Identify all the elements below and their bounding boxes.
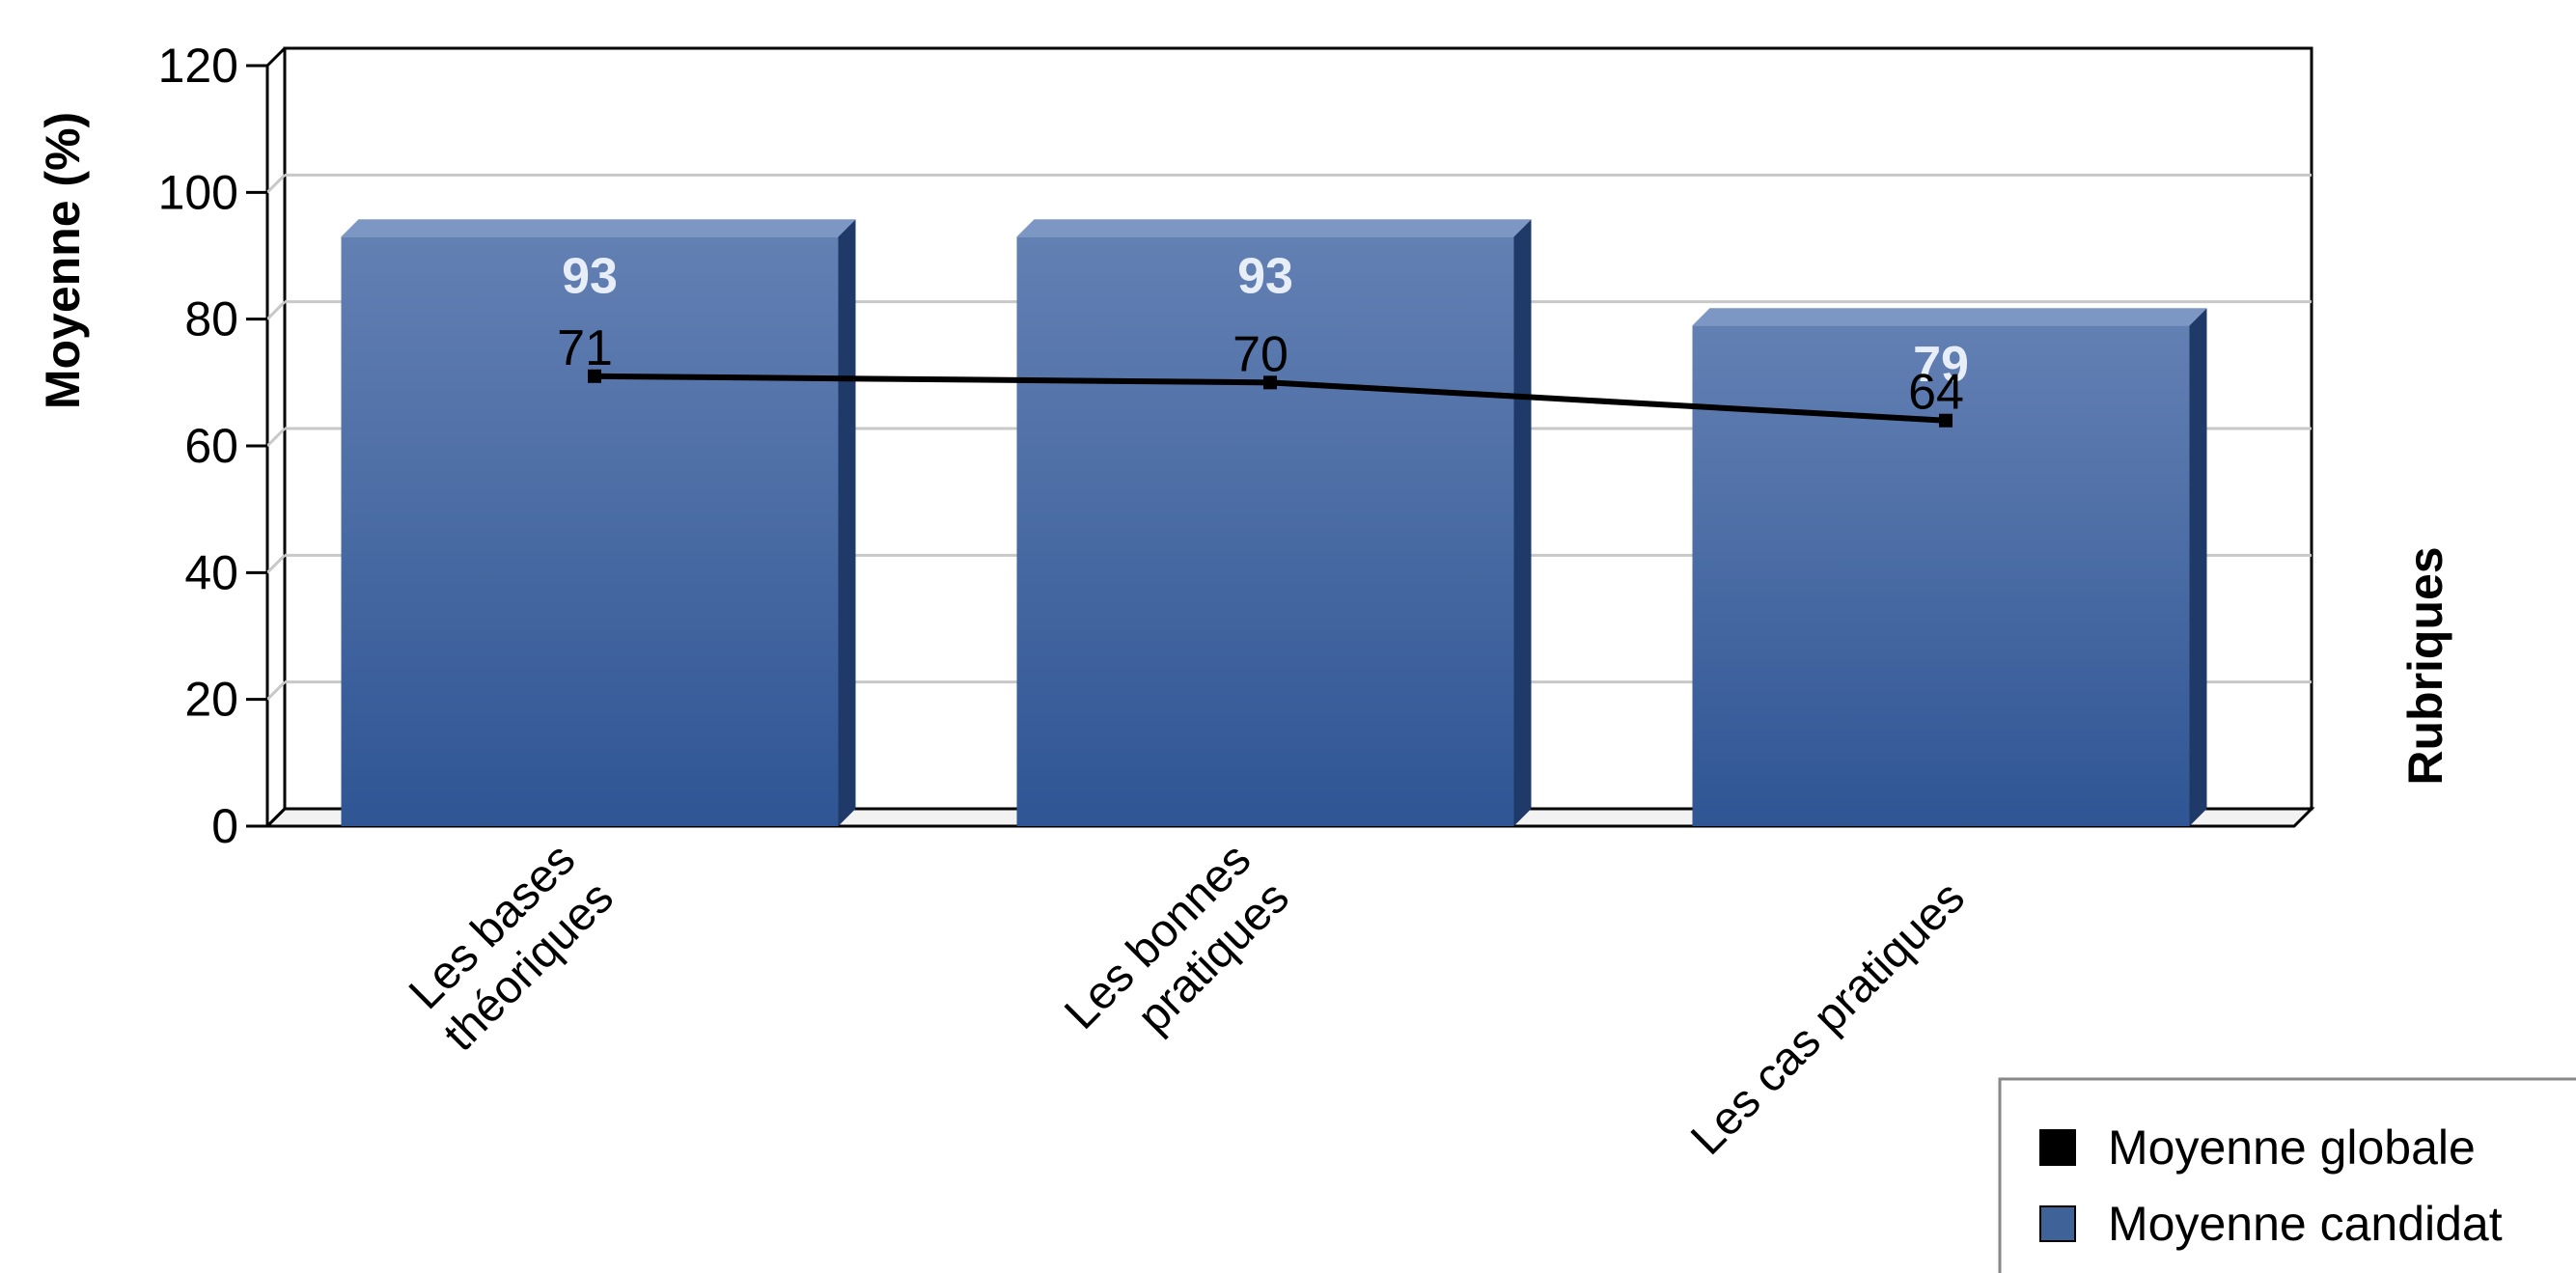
gridline <box>265 174 287 194</box>
line-marker <box>588 369 601 383</box>
x-tick-label: Les cas pratiques <box>1681 872 1975 1165</box>
legend-swatch-moyenne-candidat <box>2039 1205 2076 1242</box>
gridline <box>265 300 287 320</box>
line-value-label: 64 <box>1908 365 1964 421</box>
line-marker <box>1263 375 1277 390</box>
y-tick-label: 0 <box>211 799 238 853</box>
legend-box <box>1998 1077 2576 1273</box>
bar-top <box>1016 219 1532 237</box>
line-series: 71 70 64 <box>557 320 1964 428</box>
bars: 93 93 79 <box>341 219 2207 827</box>
legend-label-moyenne-globale: Moyenne globale <box>2108 1121 2476 1175</box>
bar-side <box>1513 219 1532 827</box>
x-tick-label-line: Les cas pratiques <box>1681 872 1975 1165</box>
bar-value-label: 79 <box>1913 337 1969 393</box>
gridline <box>265 554 287 574</box>
line-marker <box>1939 413 1953 428</box>
legend: Moyenne globale Moyenne candidat <box>1998 1077 2576 1273</box>
bar-side <box>838 219 856 827</box>
bar-value-label: 93 <box>1237 248 1293 304</box>
bar-value-label: 93 <box>562 248 618 304</box>
bar-front <box>1016 236 1514 827</box>
plot-corner-edge <box>265 807 287 828</box>
y-axis-title: Moyenne (%) <box>36 112 90 409</box>
plot-corner-edge <box>265 46 287 68</box>
line-value-label: 70 <box>1233 326 1288 382</box>
bar-1: 93 <box>1016 219 1532 827</box>
bar-top <box>341 219 856 237</box>
gridline <box>265 680 287 701</box>
y-tick-label: 80 <box>184 292 238 346</box>
y-tick-label: 100 <box>158 165 238 219</box>
bar-side <box>2189 308 2207 826</box>
bar-top <box>1692 308 2207 326</box>
gridline <box>265 427 287 448</box>
x-axis-title: Rubriques <box>2398 546 2452 785</box>
line-value-label: 71 <box>557 320 613 376</box>
bar-0: 93 <box>341 219 856 827</box>
y-tick-label: 20 <box>184 673 238 727</box>
y-tick-label: 120 <box>158 39 238 93</box>
legend-label-moyenne-candidat: Moyenne candidat <box>2108 1197 2503 1251</box>
bar-front <box>341 236 839 827</box>
y-axis: 0 20 40 60 80 100 120 <box>158 39 267 853</box>
y-tick-label: 40 <box>184 545 238 599</box>
y-tick-label: 60 <box>184 419 238 473</box>
legend-swatch-moyenne-globale <box>2039 1129 2076 1166</box>
